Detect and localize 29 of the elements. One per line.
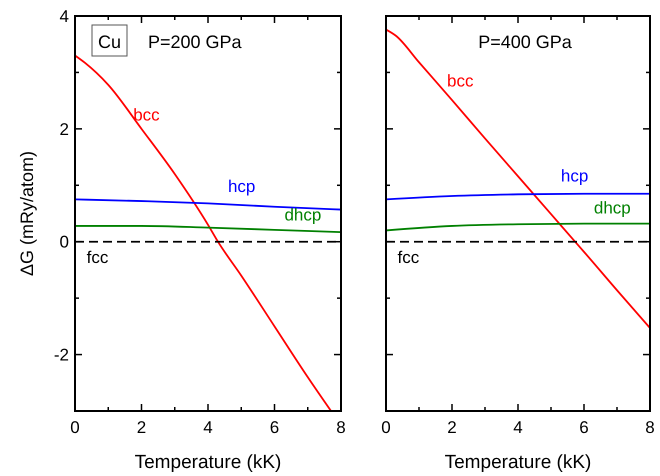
series-label: bcc bbox=[133, 105, 160, 124]
series-label: hcp bbox=[228, 177, 256, 196]
x-axis-title: Temperature (kK) bbox=[134, 452, 282, 473]
series-label: bcc bbox=[447, 72, 474, 91]
y-axis-title: ΔG (mRy/atom) bbox=[17, 150, 37, 276]
series-label: hcp bbox=[560, 166, 588, 186]
annotation: P=400 GPa bbox=[478, 32, 573, 52]
annotation: P=200 GPa bbox=[148, 32, 243, 52]
x-tick-label: 2 bbox=[447, 418, 457, 437]
x-axis-title: Temperature (kK) bbox=[444, 452, 592, 473]
x-tick-label: 6 bbox=[270, 418, 280, 437]
y-tick-label: 2 bbox=[60, 120, 69, 139]
x-tick-label: 8 bbox=[645, 418, 655, 437]
x-tick-label: 4 bbox=[513, 418, 523, 437]
x-tick-label: 4 bbox=[203, 418, 213, 437]
series-label: dhcp bbox=[594, 198, 631, 218]
y-tick-label: 4 bbox=[60, 7, 69, 26]
legend-label: fcc bbox=[398, 248, 420, 268]
x-tick-label: 6 bbox=[579, 418, 589, 437]
x-tick-label: 0 bbox=[381, 418, 391, 437]
series-label: dhcp bbox=[284, 205, 322, 224]
annotation: Cu bbox=[98, 32, 122, 52]
y-tick-label: -2 bbox=[54, 346, 69, 365]
line-series bbox=[75, 54, 332, 411]
x-tick-label: 2 bbox=[136, 418, 146, 437]
y-tick-label: 0 bbox=[60, 232, 69, 252]
legend-label: fcc bbox=[86, 248, 109, 268]
line-series bbox=[75, 225, 341, 234]
x-tick-label: 8 bbox=[336, 418, 346, 437]
